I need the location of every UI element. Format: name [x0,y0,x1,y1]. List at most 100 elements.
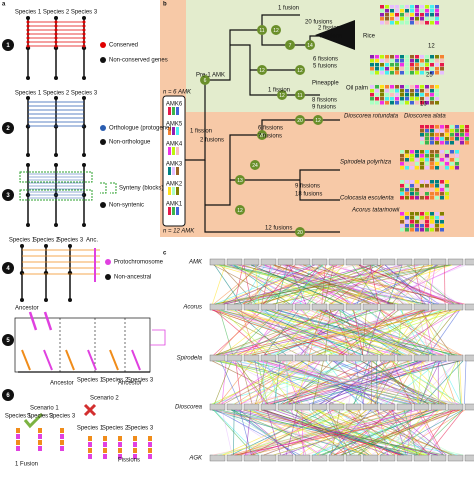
dot [83,21,86,24]
block [244,404,259,410]
block [425,212,429,216]
label: Pre-1 AMK [196,73,225,79]
dot [54,223,58,227]
dot [100,125,106,131]
block [425,89,429,93]
block [244,259,259,265]
line [220,361,239,404]
synteny-icon [100,183,116,193]
block [261,304,276,310]
label: Fissions [118,458,140,464]
block [420,137,424,141]
block [380,304,395,310]
block [370,59,374,63]
dot [55,45,58,48]
block [405,166,409,170]
block [445,129,449,133]
block [415,101,419,105]
block [440,212,444,216]
block [415,67,419,71]
block [455,141,459,145]
block [420,166,424,170]
block [425,85,429,89]
block [370,101,374,105]
block [312,304,327,310]
block [435,89,439,93]
block [370,63,374,67]
block [425,5,429,9]
node-number: 20 [297,230,303,236]
block [375,63,379,67]
label: n = 12 AMK [163,229,195,235]
block [425,141,429,145]
dot [20,298,24,302]
block [380,71,384,75]
dot [100,57,106,63]
block [38,434,42,439]
block [415,216,419,220]
block [440,228,444,232]
block [410,220,414,224]
block [465,259,474,265]
block [435,180,439,184]
dot [82,76,86,80]
block [410,188,414,192]
block [420,85,424,89]
block [278,355,293,361]
event-label: 7 fusions [258,134,282,140]
block [435,212,439,216]
block [400,5,404,9]
block [60,446,64,451]
block [410,97,414,101]
block [375,93,379,97]
block [415,154,419,158]
block [435,125,439,129]
event-label: 1 fusion [278,6,299,12]
dot [27,25,30,28]
block [400,59,404,63]
label: b [163,2,167,8]
block [385,13,389,17]
block [445,141,449,145]
dot [55,37,58,40]
block [395,67,399,71]
dot [68,298,72,302]
block [430,129,434,133]
block [176,127,179,135]
block [420,67,424,71]
block [410,101,414,105]
block [410,196,414,200]
dot [27,21,30,24]
block [420,162,424,166]
block [261,404,276,410]
block [415,192,419,196]
block [16,428,20,433]
block [420,5,424,9]
block [380,93,384,97]
block [450,166,454,170]
block [435,141,439,145]
dot [82,223,86,227]
block [210,455,225,461]
block [465,304,474,310]
block [312,259,327,265]
dot [55,29,58,32]
block [420,125,424,129]
block [410,192,414,196]
block [380,55,384,59]
block [425,228,429,232]
block [435,220,439,224]
block [363,304,378,310]
block [430,55,434,59]
block [390,67,394,71]
block [420,63,424,67]
block [420,129,424,133]
block [431,404,446,410]
block [435,188,439,192]
block [370,93,374,97]
block [16,446,20,451]
block [435,184,439,188]
block [435,17,439,21]
block [450,158,454,162]
